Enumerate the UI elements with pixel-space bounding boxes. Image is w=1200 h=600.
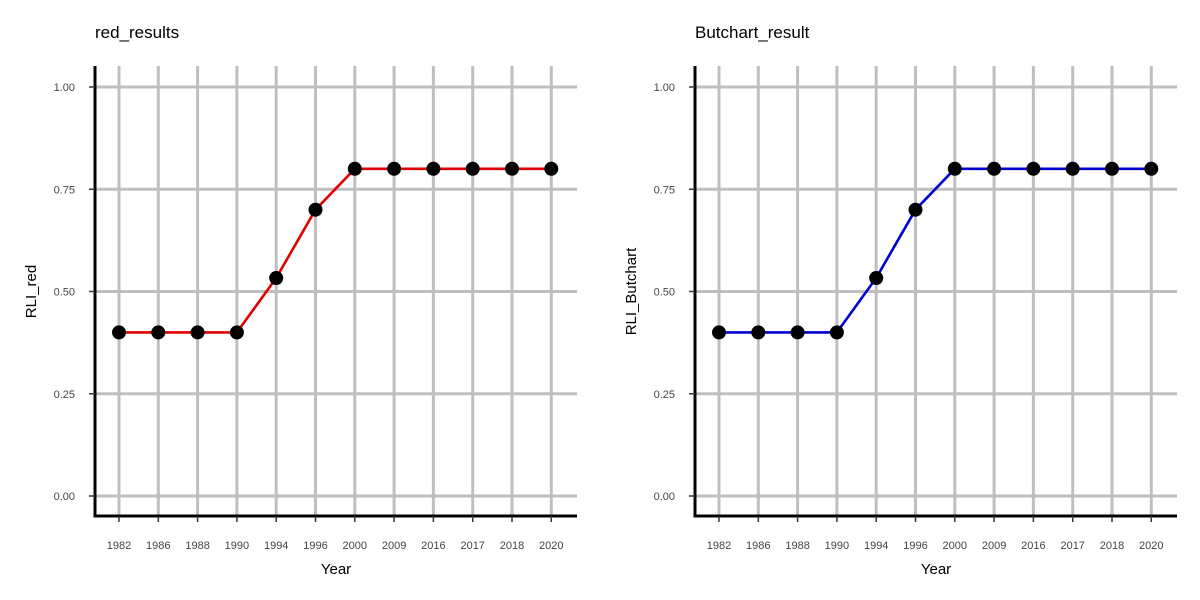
x-tick-label: 2018 bbox=[500, 540, 524, 552]
y-tick-label: 1.00 bbox=[654, 82, 675, 94]
grid-lines bbox=[95, 66, 577, 516]
data-point bbox=[790, 325, 805, 340]
x-tick-label: 2009 bbox=[382, 540, 406, 552]
x-tick-label: 1988 bbox=[785, 540, 809, 552]
data-point bbox=[712, 325, 726, 340]
x-axis-label: Year bbox=[321, 561, 351, 578]
x-tick-label: 2017 bbox=[460, 540, 484, 552]
data-point bbox=[112, 325, 126, 340]
data-point bbox=[751, 325, 766, 340]
x-tick-label: 2020 bbox=[1139, 540, 1163, 552]
data-point bbox=[426, 161, 441, 176]
chart-panel-1: red_results 0.00 0.25 0.50 0.75 1.00 1982 1986 1… bbox=[23, 23, 577, 578]
data-point bbox=[308, 202, 323, 217]
y-tick-label: 0.75 bbox=[654, 184, 675, 196]
x-tick-label: 1988 bbox=[185, 540, 209, 552]
x-tick-label: 1994 bbox=[264, 540, 288, 552]
y-tick-label: 0.25 bbox=[654, 389, 675, 401]
series-line bbox=[719, 167, 1152, 334]
x-tick-label: 2020 bbox=[539, 540, 563, 552]
x-tick-label: 1990 bbox=[225, 540, 249, 552]
x-tick-label: 2009 bbox=[982, 540, 1006, 552]
x-tick-label: 2016 bbox=[421, 540, 445, 552]
data-point bbox=[908, 202, 923, 217]
data-point bbox=[465, 161, 480, 176]
x-tick-label: 2018 bbox=[1100, 540, 1124, 552]
chart-title: red_results bbox=[95, 23, 179, 42]
y-axis-label: RLI_Butchart bbox=[623, 247, 640, 335]
chart-panel-2: Butchart_result 0.00 0.25 0.50 0.75 1.00 1982 1… bbox=[623, 23, 1177, 578]
y-tick-label: 0.00 bbox=[54, 491, 75, 503]
x-tick-label: 1996 bbox=[303, 540, 327, 552]
data-point bbox=[1065, 161, 1080, 176]
x-tick-label: 2000 bbox=[343, 540, 367, 552]
x-tick-label: 1982 bbox=[107, 540, 131, 552]
grid-lines bbox=[695, 66, 1177, 516]
x-tick-label: 1990 bbox=[825, 540, 849, 552]
data-point bbox=[387, 161, 402, 176]
data-point bbox=[229, 325, 244, 340]
data-point bbox=[1144, 161, 1159, 176]
x-tick-label: 1996 bbox=[903, 540, 927, 552]
data-point bbox=[1026, 161, 1041, 176]
y-tick-label: 0.50 bbox=[654, 287, 675, 299]
x-tick-label: 1994 bbox=[864, 540, 888, 552]
x-tick-label: 1982 bbox=[707, 540, 731, 552]
data-point bbox=[347, 161, 362, 176]
x-tick-label: 2000 bbox=[943, 540, 967, 552]
data-point bbox=[269, 271, 284, 286]
data-point bbox=[505, 161, 519, 176]
data-point bbox=[190, 325, 205, 340]
data-point bbox=[829, 325, 844, 340]
y-tick-label: 0.75 bbox=[54, 184, 75, 196]
data-point bbox=[869, 271, 884, 286]
data-point bbox=[1105, 161, 1119, 176]
data-point bbox=[151, 325, 166, 340]
y-tick-label: 0.25 bbox=[54, 389, 75, 401]
y-tick-label: 0.00 bbox=[654, 491, 675, 503]
data-point bbox=[544, 161, 559, 176]
x-axis-label: Year bbox=[921, 561, 951, 578]
y-tick-label: 0.50 bbox=[54, 287, 75, 299]
y-tick-label: 1.00 bbox=[54, 82, 75, 94]
chart-title: Butchart_result bbox=[695, 23, 810, 42]
y-axis-label: RLI_red bbox=[23, 265, 40, 318]
x-tick-label: 1986 bbox=[146, 540, 170, 552]
x-tick-label: 2016 bbox=[1021, 540, 1045, 552]
data-point bbox=[947, 161, 962, 176]
series-line bbox=[119, 167, 552, 334]
x-tick-label: 2017 bbox=[1060, 540, 1084, 552]
data-point bbox=[987, 161, 1002, 176]
x-tick-label: 1986 bbox=[746, 540, 770, 552]
